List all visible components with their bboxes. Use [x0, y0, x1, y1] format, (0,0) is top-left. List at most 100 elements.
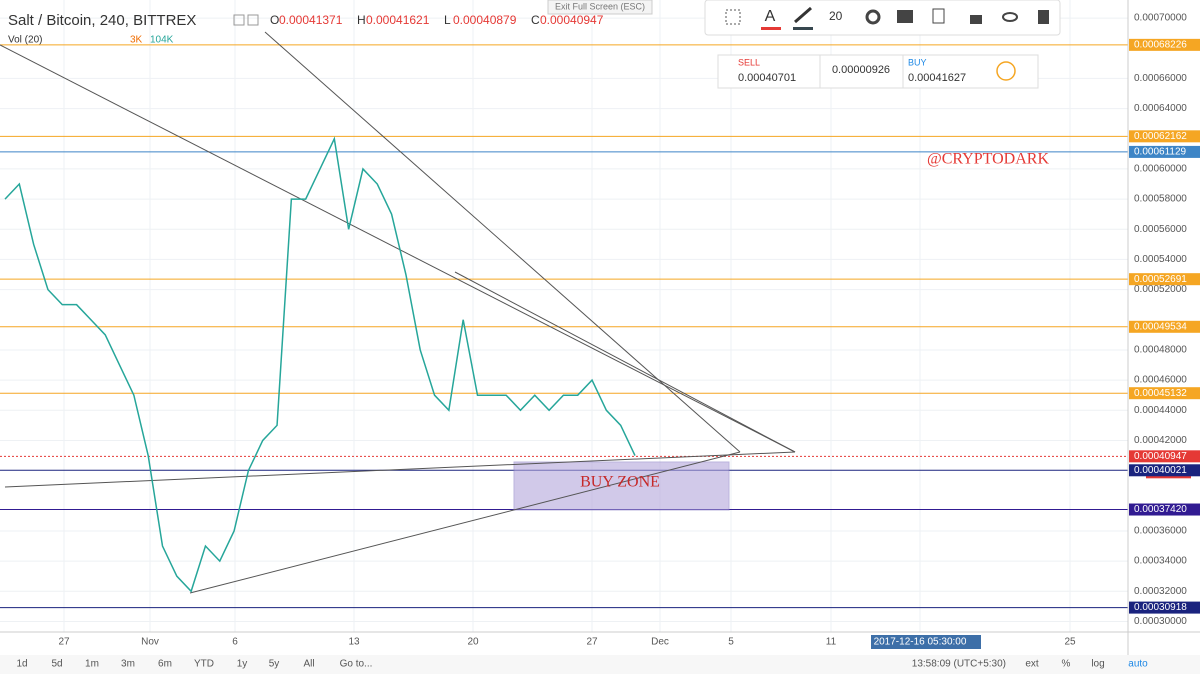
level-tag — [1129, 450, 1200, 463]
y-tick-label: 0.00048000 — [1134, 345, 1187, 356]
ohlc: O 0.00041371 H 0.00041621 L 0.00040879 C 0.0004… — [270, 13, 604, 27]
level-label: 0.00061129 — [1134, 147, 1187, 158]
level-label: 0.00062162 — [1134, 131, 1187, 142]
grid — [0, 0, 1128, 632]
trend-line — [4, 451, 796, 488]
trend-line — [189, 451, 741, 594]
price-axis: 0.00070000 0.00066000 0.00064000 0.00060000… — [1129, 13, 1200, 627]
tool-icon[interactable] — [865, 9, 881, 25]
y-tick-label: 0.00052000 — [1134, 284, 1187, 295]
range-button[interactable]: 5y — [269, 659, 280, 670]
range-button[interactable]: 3m — [121, 659, 135, 670]
x-tick-label: Nov — [141, 637, 159, 648]
tool-icon[interactable] — [1002, 12, 1018, 22]
price-plot — [4, 136, 636, 593]
sell-price[interactable]: 0.00040701 — [738, 72, 796, 84]
ohlc-value: 0.00040947 — [540, 13, 604, 27]
tool-color — [761, 27, 781, 30]
y-tick-label: 0.00036000 — [1134, 526, 1187, 537]
level-tag — [1129, 320, 1200, 333]
spread: 0.00000926 — [832, 64, 890, 76]
tool-icon[interactable] — [794, 6, 812, 24]
level-tag — [1129, 601, 1200, 614]
tool-icon[interactable] — [1038, 10, 1049, 24]
level-label: 0.00052691 — [1134, 274, 1187, 285]
zone-label: BUY ZONE — [580, 474, 660, 491]
tool-icon[interactable]: A — [765, 8, 776, 25]
buy-label: BUY — [908, 57, 927, 67]
icon — [233, 14, 245, 26]
exit-fullscreen[interactable] — [547, 0, 653, 15]
trend-lines — [0, 31, 796, 594]
range-button[interactable]: Go to... — [340, 659, 373, 670]
x-tick-label: 20 — [467, 637, 479, 648]
ohlc-value: 0.00041371 — [279, 13, 343, 27]
range-button[interactable]: 1d — [16, 659, 27, 670]
exit-fullscreen-label: Exit Full Screen (ESC) — [555, 1, 645, 11]
y-tick-label: 0.00056000 — [1134, 224, 1187, 235]
x-tick-label: 6 — [232, 637, 238, 648]
tool-icon[interactable] — [932, 8, 945, 24]
level-label: 0.00040947 — [1134, 451, 1187, 462]
crosshair-date-tag — [871, 635, 981, 649]
volume-label: Vol (20) — [8, 35, 42, 46]
watermark: @CRYPTODARK — [927, 151, 1049, 168]
trade-panel — [717, 54, 1039, 89]
symbol: Salt / Bitcoin, 240, BITTREX — [8, 12, 196, 29]
ohlc-value: 0.00041621 — [366, 13, 430, 27]
option-button[interactable]: ext — [1025, 659, 1039, 670]
x-tick-label: 27 — [58, 637, 70, 648]
option-button[interactable]: auto — [1128, 659, 1148, 670]
ohlc-key: O — [270, 13, 279, 27]
level-tag — [1129, 387, 1200, 400]
y-tick-label: 0.00044000 — [1134, 405, 1187, 416]
clock: 13:58:09 (UTC+5:30) — [912, 659, 1006, 670]
range-button[interactable]: YTD — [194, 659, 214, 670]
trend-line — [264, 31, 741, 453]
price-line — [4, 136, 636, 593]
buy-price[interactable]: 0.00041627 — [908, 72, 966, 84]
option-button[interactable]: % — [1062, 659, 1071, 670]
buy-zone — [513, 461, 730, 511]
x-tick-label: 5 — [728, 637, 734, 648]
level-tag — [1129, 38, 1200, 51]
range-button[interactable]: 1m — [85, 659, 99, 670]
y-tick-label: 0.00066000 — [1134, 73, 1187, 84]
y-tick-label: 0.00060000 — [1134, 164, 1187, 175]
tool-icon[interactable] — [970, 15, 982, 24]
info-icon[interactable] — [996, 61, 1016, 81]
range-button[interactable]: All — [303, 659, 314, 670]
level-label: 0.00037420 — [1134, 504, 1187, 515]
y-tick-label: 0.00042000 — [1134, 435, 1187, 446]
range-button[interactable]: 1y — [237, 659, 248, 670]
sell-label: SELL — [738, 57, 760, 67]
level-tag — [1129, 464, 1200, 477]
volume-value: 104K — [150, 35, 174, 46]
range-button[interactable]: 6m — [158, 659, 172, 670]
ohlc-key: C — [531, 13, 540, 27]
tool-color — [793, 27, 813, 30]
volume-value: 3K — [130, 35, 143, 46]
toolbar — [704, 0, 1061, 36]
x-tick-label: 13 — [348, 637, 360, 648]
x-tick-label: Dec — [651, 637, 669, 648]
bottom-bar — [0, 655, 1200, 674]
level-label: 0.00049534 — [1134, 321, 1187, 332]
trend-line — [0, 44, 796, 453]
line-width[interactable]: 20 — [829, 9, 843, 23]
time-axis: 27 Nov 6 13 20 27 Dec 5 11 2017-12-16 05:30:00 25 — [58, 635, 1076, 649]
range-button[interactable]: 5d — [51, 659, 62, 670]
ohlc-key: L — [444, 13, 451, 27]
x-tick-label: 27 — [586, 637, 598, 648]
option-button[interactable]: log — [1091, 659, 1104, 670]
level-tag — [1129, 503, 1200, 516]
level-label: 0.00030918 — [1134, 602, 1187, 613]
tool-icon[interactable] — [725, 9, 741, 25]
tool-icon[interactable] — [897, 10, 913, 23]
bottom-controls: 1d 5d 1m 3m 6m YTD 1y 5y All Go to... 13:58:09 (UT… — [16, 659, 1148, 670]
icon — [247, 14, 259, 26]
levels — [0, 44, 1128, 609]
level-tag — [1129, 145, 1200, 158]
